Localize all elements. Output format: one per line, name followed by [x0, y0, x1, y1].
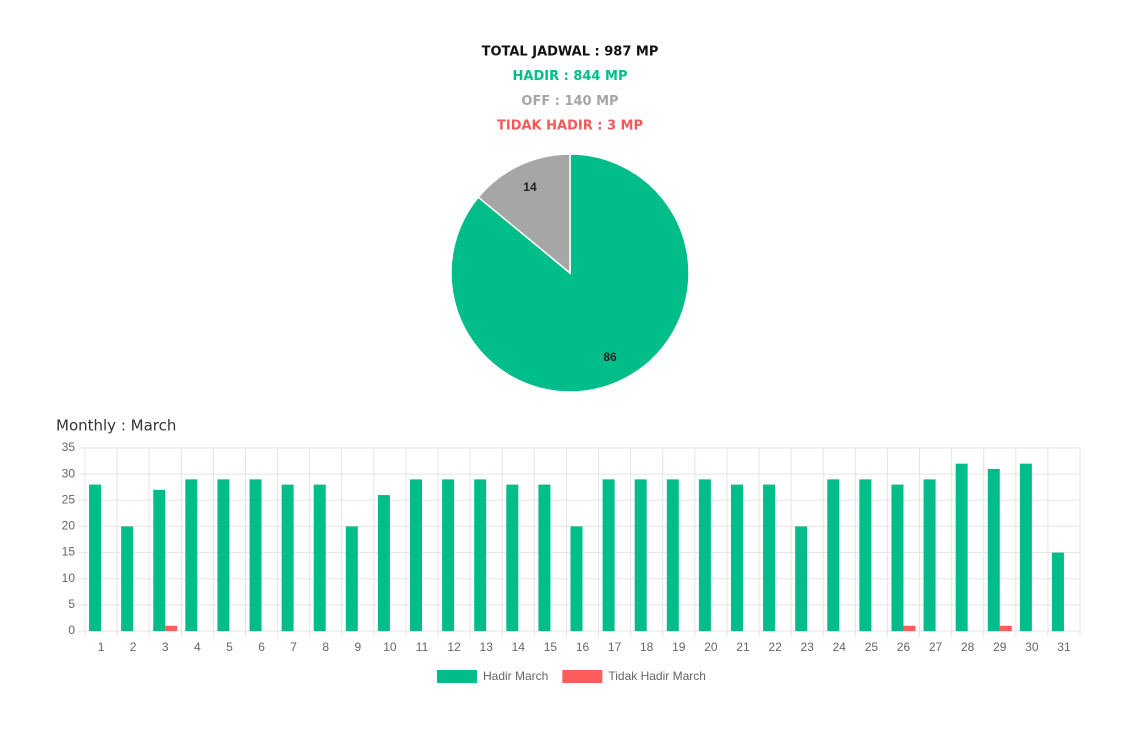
x-tick-label: 3: [162, 640, 169, 654]
x-tick-label: 31: [1057, 640, 1071, 654]
bar: [923, 479, 936, 631]
summary-line: HADIR : 844 MP: [513, 69, 628, 84]
x-tick-label: 26: [897, 640, 911, 654]
bar: [377, 495, 390, 631]
y-tick-label: 5: [68, 597, 75, 611]
bar: [602, 479, 615, 631]
x-tick-label: 16: [576, 640, 590, 654]
x-tick-label: 27: [929, 640, 943, 654]
x-tick-label: 28: [961, 640, 975, 654]
bar: [121, 526, 134, 631]
legend-swatch: [437, 670, 477, 683]
summary-line: OFF : 140 MP: [521, 94, 618, 109]
x-tick-label: 7: [290, 640, 297, 654]
x-tick-label: 19: [672, 640, 686, 654]
y-tick-label: 35: [62, 440, 76, 454]
x-tick-label: 22: [768, 640, 782, 654]
bar: [999, 625, 1012, 631]
x-tick-label: 20: [704, 640, 718, 654]
bar: [281, 484, 294, 631]
bar: [1051, 552, 1064, 631]
bar: [987, 468, 1000, 631]
x-tick-label: 21: [736, 640, 750, 654]
bar: [903, 625, 916, 631]
x-tick-label: 18: [640, 640, 654, 654]
summary-line: TOTAL JADWAL : 987 MP: [482, 45, 659, 60]
bar-title: Monthly : March: [56, 417, 176, 435]
bar: [345, 526, 358, 631]
x-tick-label: 2: [130, 640, 137, 654]
bar: [217, 479, 230, 631]
x-tick-label: 1: [98, 640, 105, 654]
bar: [165, 625, 178, 631]
x-tick-label: 8: [322, 640, 329, 654]
bar: [763, 484, 776, 631]
x-tick-label: 5: [226, 640, 233, 654]
legend-label: Tidak Hadir March: [608, 669, 706, 683]
bar: [891, 484, 904, 631]
y-tick-label: 25: [62, 492, 76, 506]
bar: [634, 479, 647, 631]
bar: [795, 526, 808, 631]
bar: [955, 463, 968, 631]
x-tick-label: 30: [1025, 640, 1039, 654]
bar: [827, 479, 840, 631]
bar: [153, 489, 166, 631]
x-tick-label: 10: [383, 640, 397, 654]
bar: [506, 484, 519, 631]
pie-slice: [477, 153, 571, 275]
x-tick-label: 13: [480, 640, 494, 654]
legend-swatch: [562, 670, 603, 683]
bar: [185, 479, 198, 631]
bar: [698, 479, 711, 631]
bar: [730, 484, 743, 631]
x-tick-label: 15: [544, 640, 558, 654]
bar: [570, 526, 583, 631]
bar: [313, 484, 326, 631]
bar: [859, 479, 872, 631]
x-tick-label: 25: [865, 640, 879, 654]
summary-line: TIDAK HADIR : 3 MP: [497, 119, 643, 134]
y-tick-label: 0: [68, 623, 75, 637]
bar: [538, 484, 551, 631]
bar: [442, 479, 455, 631]
x-tick-label: 11: [416, 640, 429, 654]
x-tick-label: 4: [194, 640, 201, 654]
slice-label: 14: [523, 180, 537, 194]
x-tick-label: 17: [608, 640, 622, 654]
bar: [410, 479, 423, 631]
y-tick-label: 10: [62, 571, 76, 585]
slice-label: 86: [603, 350, 617, 364]
x-tick-label: 6: [258, 640, 265, 654]
y-tick-label: 30: [62, 466, 76, 480]
x-tick-label: 14: [512, 640, 526, 654]
bar: [474, 479, 487, 631]
bar: [666, 479, 679, 631]
x-tick-label: 12: [447, 640, 461, 654]
bar: [89, 484, 102, 631]
x-tick-label: 9: [354, 640, 361, 654]
x-tick-label: 29: [993, 640, 1007, 654]
x-tick-label: 23: [800, 640, 814, 654]
bar: [249, 479, 262, 631]
y-tick-label: 15: [62, 545, 76, 559]
x-tick-label: 24: [833, 640, 847, 654]
legend-label: Hadir March: [483, 669, 548, 683]
y-tick-label: 20: [62, 519, 76, 533]
bar: [1019, 463, 1032, 631]
